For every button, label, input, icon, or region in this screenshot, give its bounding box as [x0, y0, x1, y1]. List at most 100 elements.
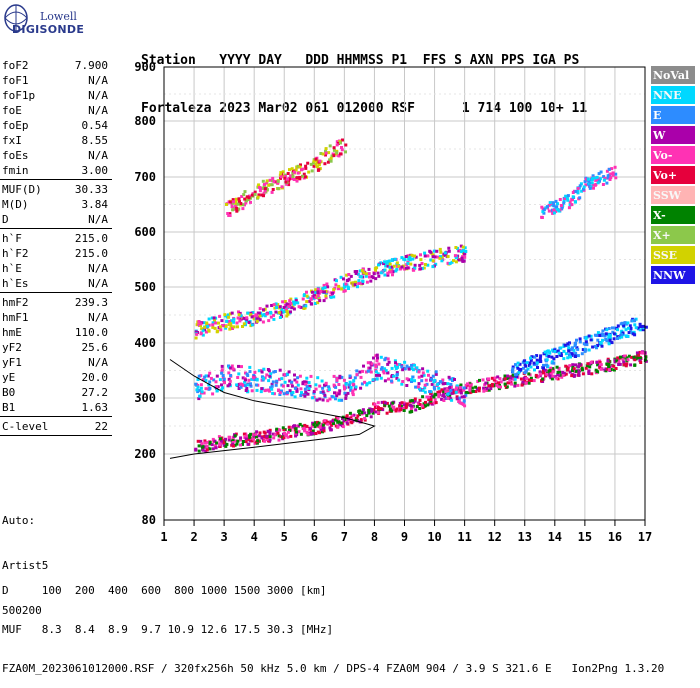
echo-point: [332, 383, 336, 387]
param-label: hmE: [2, 326, 22, 339]
echo-point: [242, 322, 246, 326]
echo-point: [460, 395, 464, 399]
echo-point: [263, 189, 267, 193]
echo-point: [329, 156, 333, 160]
echo-point: [281, 170, 285, 174]
echo-point: [310, 169, 314, 173]
echo-point: [388, 262, 392, 266]
echo-point: [321, 423, 325, 427]
echo-point: [327, 151, 331, 155]
echo-point: [573, 373, 577, 377]
echo-point: [404, 266, 408, 270]
echo-point: [387, 270, 391, 274]
echo-point: [523, 379, 527, 383]
echo-point: [625, 362, 629, 366]
echo-point: [278, 393, 282, 396]
echo-point: [341, 138, 344, 142]
echo-point: [210, 316, 214, 320]
echo-point: [566, 342, 570, 346]
echo-point: [218, 437, 222, 441]
echo-point: [288, 299, 292, 303]
echo-point: [303, 423, 307, 427]
echo-point: [372, 356, 375, 360]
echo-point: [395, 372, 399, 376]
echo-point: [607, 167, 611, 171]
echo-point: [503, 374, 507, 378]
echo-point: [578, 337, 582, 341]
echo-point: [452, 390, 456, 394]
echo-point: [286, 435, 290, 439]
echo-point: [571, 198, 574, 202]
echo-point: [397, 378, 401, 382]
echo-point: [569, 352, 573, 356]
echo-point: [562, 349, 566, 353]
echo-point: [377, 274, 381, 278]
echo-point: [291, 391, 295, 394]
echo-point: [279, 175, 283, 179]
param-separator: [0, 435, 112, 436]
echo-point: [459, 391, 463, 395]
echo-point: [200, 390, 204, 394]
echo-point: [461, 402, 465, 406]
echo-point: [524, 364, 528, 368]
echo-point: [295, 389, 299, 393]
echo-point: [545, 372, 549, 376]
echo-point: [249, 200, 252, 204]
echo-point: [386, 362, 390, 366]
echo-point: [577, 373, 581, 377]
x-tick-label: 8: [371, 530, 378, 544]
param-separator: [0, 179, 112, 180]
echo-point: [199, 383, 203, 387]
echo-point: [314, 432, 318, 435]
legend-label: W: [652, 129, 666, 142]
param-label: h`F2: [2, 247, 29, 260]
echo-point: [294, 299, 298, 303]
echo-point: [462, 388, 466, 392]
echo-point: [607, 363, 611, 366]
echo-point: [230, 205, 234, 209]
echo-point: [464, 386, 468, 390]
echo-point: [583, 180, 587, 184]
echo-point: [222, 379, 226, 383]
echo-point: [413, 263, 417, 267]
echo-point: [464, 250, 468, 253]
echo-point: [374, 268, 377, 272]
echo-point: [333, 391, 336, 395]
echo-point: [224, 325, 228, 328]
echo-point: [405, 404, 408, 408]
echo-point: [603, 334, 607, 338]
echo-point: [421, 388, 425, 392]
param-row: B0 27.2: [0, 385, 112, 400]
echo-point: [294, 424, 298, 428]
scaled-parameters-panel: foF2 7.900 foF1 N/A foF1p N/A foE N/A foEp 0.54 fx…: [0, 58, 112, 438]
echo-point: [239, 436, 243, 440]
echo-point: [525, 361, 529, 365]
echo-point: [346, 279, 350, 283]
echo-point: [489, 387, 493, 391]
echo-point: [604, 369, 608, 373]
echo-point: [496, 385, 500, 389]
legend-label: NNW: [653, 269, 686, 282]
echo-point: [233, 434, 237, 438]
echo-point: [586, 362, 590, 366]
echo-point: [241, 442, 244, 446]
echo-point: [577, 363, 581, 367]
echo-point: [261, 313, 265, 317]
echo-point: [234, 432, 238, 436]
echo-point: [424, 400, 427, 404]
echo-point: [263, 307, 267, 311]
echo-point: [372, 272, 376, 276]
echo-point: [613, 165, 617, 169]
echo-point: [468, 383, 472, 387]
echo-point: [419, 253, 422, 257]
echo-point: [451, 388, 455, 392]
echo-point: [550, 377, 554, 381]
echo-point: [430, 377, 434, 381]
echo-point: [278, 368, 282, 372]
echo-point: [335, 140, 339, 144]
echo-point: [525, 377, 529, 380]
echo-point: [263, 187, 267, 191]
echo-point: [270, 183, 274, 187]
echo-point: [616, 356, 620, 360]
echo-point: [226, 384, 230, 388]
